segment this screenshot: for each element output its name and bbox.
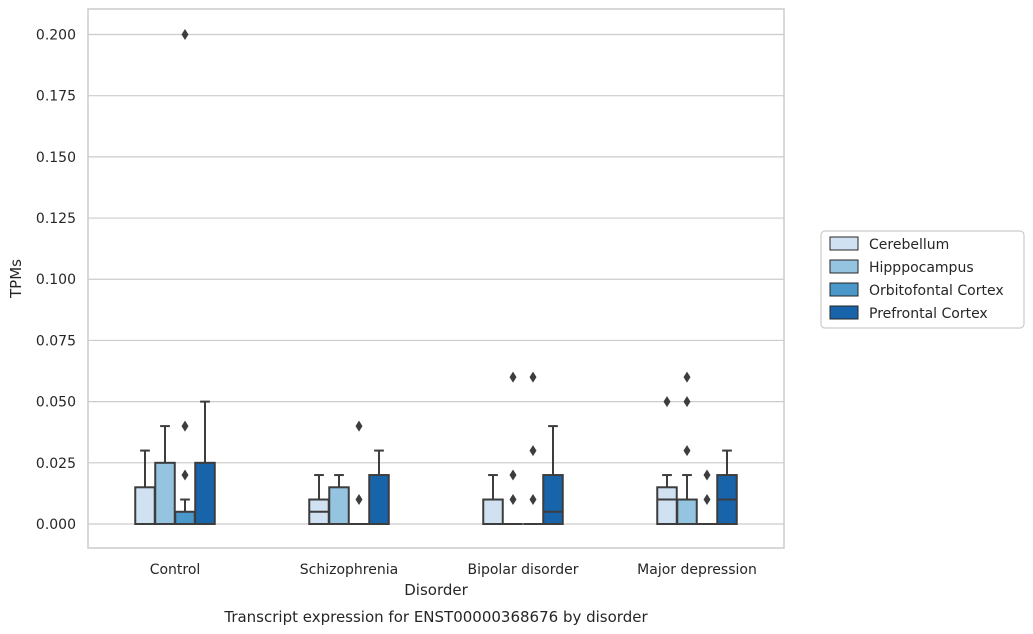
box-cerebellum bbox=[134, 449, 156, 526]
plot-frame bbox=[87, 8, 785, 549]
box-body bbox=[328, 486, 350, 526]
y-tick-label: 0.000 bbox=[36, 517, 76, 533]
box-prefrontal-cortex bbox=[716, 449, 738, 526]
legend: Cerebellum Hipppocampus Orbitofontal Corte… bbox=[820, 230, 1025, 329]
outlier-point bbox=[181, 469, 189, 481]
box-orbitofontal-cortex bbox=[697, 469, 717, 525]
box-body bbox=[154, 461, 176, 525]
box-cerebellum bbox=[308, 474, 330, 525]
outlier-point bbox=[529, 445, 537, 457]
box-body bbox=[676, 498, 698, 525]
box-hipppocampus bbox=[676, 371, 698, 525]
y-tick-label: 0.100 bbox=[36, 272, 76, 288]
box-body bbox=[656, 486, 678, 526]
outlier-point bbox=[181, 420, 189, 432]
box-hipppocampus bbox=[328, 474, 350, 526]
legend-frame bbox=[820, 230, 1025, 329]
y-tick-label: 0.075 bbox=[36, 333, 76, 349]
box-orbitofontal-cortex bbox=[523, 371, 543, 525]
outlier-point bbox=[703, 469, 711, 481]
outlier-point bbox=[509, 371, 517, 383]
chart-title: Transcript expression for ENST0000036867… bbox=[223, 608, 648, 626]
y-tick-labels: 0.000 0.025 0.050 0.075 0.100 0.125 0.150 0.175… bbox=[36, 27, 76, 533]
y-tick-label: 0.200 bbox=[36, 27, 76, 43]
outlier-point bbox=[663, 396, 671, 408]
outlier-point bbox=[529, 371, 537, 383]
box-orbitofontal-cortex bbox=[349, 420, 369, 525]
y-tick-label: 0.050 bbox=[36, 395, 76, 411]
x-tick-label: Control bbox=[150, 562, 201, 578]
y-gridlines bbox=[88, 33, 784, 525]
y-axis-label: TPMs bbox=[7, 259, 25, 299]
box-prefrontal-cortex bbox=[542, 425, 564, 526]
box-body bbox=[482, 498, 504, 525]
box-hipppocampus bbox=[503, 371, 523, 525]
legend-entry-label: Orbitofontal Cortex bbox=[869, 283, 1004, 299]
outlier-point bbox=[181, 28, 189, 40]
outlier-point bbox=[683, 371, 691, 383]
box-cerebellum bbox=[656, 396, 678, 526]
legend-swatch bbox=[829, 236, 859, 251]
box-hipppocampus bbox=[154, 425, 176, 525]
x-axis-label: Disorder bbox=[404, 581, 468, 599]
x-tick-label: Schizophrenia bbox=[300, 562, 398, 578]
box-orbitofontal-cortex bbox=[174, 28, 196, 525]
legend-entry-label: Prefrontal Cortex bbox=[869, 306, 988, 322]
legend-swatch bbox=[829, 305, 859, 320]
legend-swatch bbox=[829, 282, 859, 297]
y-tick-label: 0.025 bbox=[36, 456, 76, 472]
box-series-group bbox=[134, 28, 738, 526]
outlier-point bbox=[509, 469, 517, 481]
box-cerebellum bbox=[482, 474, 504, 525]
box-body bbox=[368, 474, 390, 526]
outlier-point bbox=[683, 396, 691, 408]
outlier-point bbox=[703, 494, 711, 506]
y-tick-label: 0.175 bbox=[36, 89, 76, 105]
outlier-point bbox=[529, 494, 537, 506]
legend-swatch bbox=[829, 259, 859, 274]
box-body bbox=[542, 474, 564, 526]
outlier-point bbox=[509, 494, 517, 506]
x-tick-label: Bipolar disorder bbox=[467, 562, 578, 578]
box-prefrontal-cortex bbox=[194, 400, 216, 525]
outlier-point bbox=[683, 445, 691, 457]
outlier-point bbox=[355, 494, 363, 506]
box-body bbox=[174, 510, 196, 525]
outlier-point bbox=[355, 420, 363, 432]
x-tick-labels: Control Schizophrenia Bipolar disorder Majo… bbox=[150, 562, 757, 578]
legend-entry-label: Cerebellum bbox=[869, 237, 949, 253]
y-tick-label: 0.150 bbox=[36, 150, 76, 166]
y-tick-label: 0.125 bbox=[36, 211, 76, 227]
x-tick-label: Major depression bbox=[637, 562, 757, 578]
box-prefrontal-cortex bbox=[368, 449, 390, 526]
box-body bbox=[194, 461, 216, 525]
box-body bbox=[134, 486, 156, 526]
legend-entry-label: Hipppocampus bbox=[869, 260, 974, 276]
